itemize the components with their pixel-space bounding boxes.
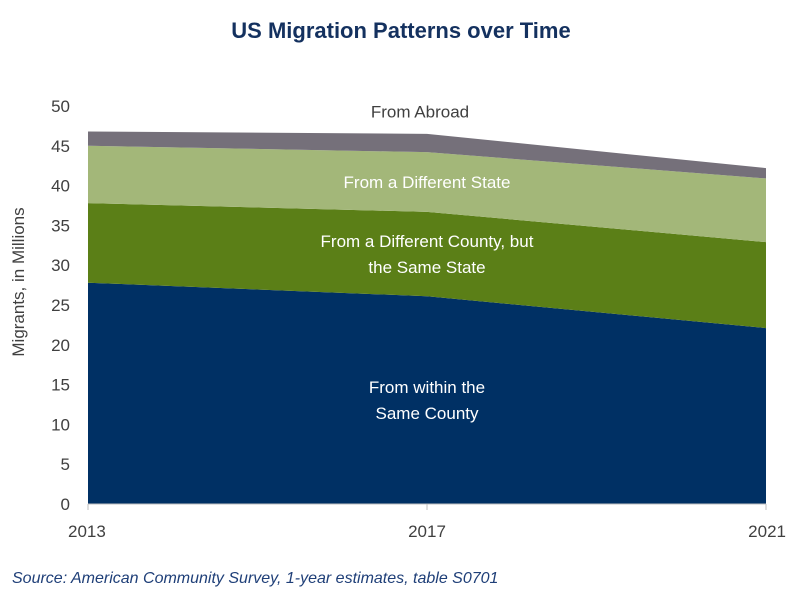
area-series-1 xyxy=(88,203,766,329)
y-tick-label: 0 xyxy=(61,495,70,514)
y-tick-label: 15 xyxy=(51,376,70,395)
area-labels: From within the Same County From a Differe… xyxy=(321,102,534,423)
series-label-2-line-0: From a Different State xyxy=(344,173,511,192)
y-tick-label: 5 xyxy=(61,455,70,474)
y-tick-label: 20 xyxy=(51,336,70,355)
series-label-3-line-0: From Abroad xyxy=(371,102,469,121)
area-series-2 xyxy=(88,145,766,243)
series-label-1-line-0: From a Different County, but xyxy=(321,232,534,251)
y-axis-ticks: 0 5 10 15 20 25 30 35 40 45 50 xyxy=(51,97,70,514)
y-tick-label: 35 xyxy=(51,216,70,235)
y-tick-label: 50 xyxy=(51,97,70,116)
chart-title: US Migration Patterns over Time xyxy=(231,18,570,43)
y-tick-label: 30 xyxy=(51,256,70,275)
source-note: Source: American Community Survey, 1-yea… xyxy=(12,570,499,587)
x-axis-ticks: 2013 2017 2021 xyxy=(68,504,786,541)
y-tick-label: 45 xyxy=(51,137,70,156)
x-tick-label: 2013 xyxy=(68,522,106,541)
series-label-1-line-1: the Same State xyxy=(368,258,485,277)
area-series-0 xyxy=(88,282,766,504)
y-tick-label: 25 xyxy=(51,296,70,315)
x-tick-label: 2017 xyxy=(408,522,446,541)
y-axis-label: Migrants, in Millions xyxy=(9,207,28,356)
series-label-0-line-0: From within the xyxy=(369,378,485,397)
area-layers xyxy=(88,131,766,504)
y-tick-label: 40 xyxy=(51,177,70,196)
x-tick-label: 2021 xyxy=(748,522,786,541)
series-label-0-line-1: Same County xyxy=(376,404,479,423)
area-series-3 xyxy=(88,131,766,179)
y-tick-label: 10 xyxy=(51,415,70,434)
